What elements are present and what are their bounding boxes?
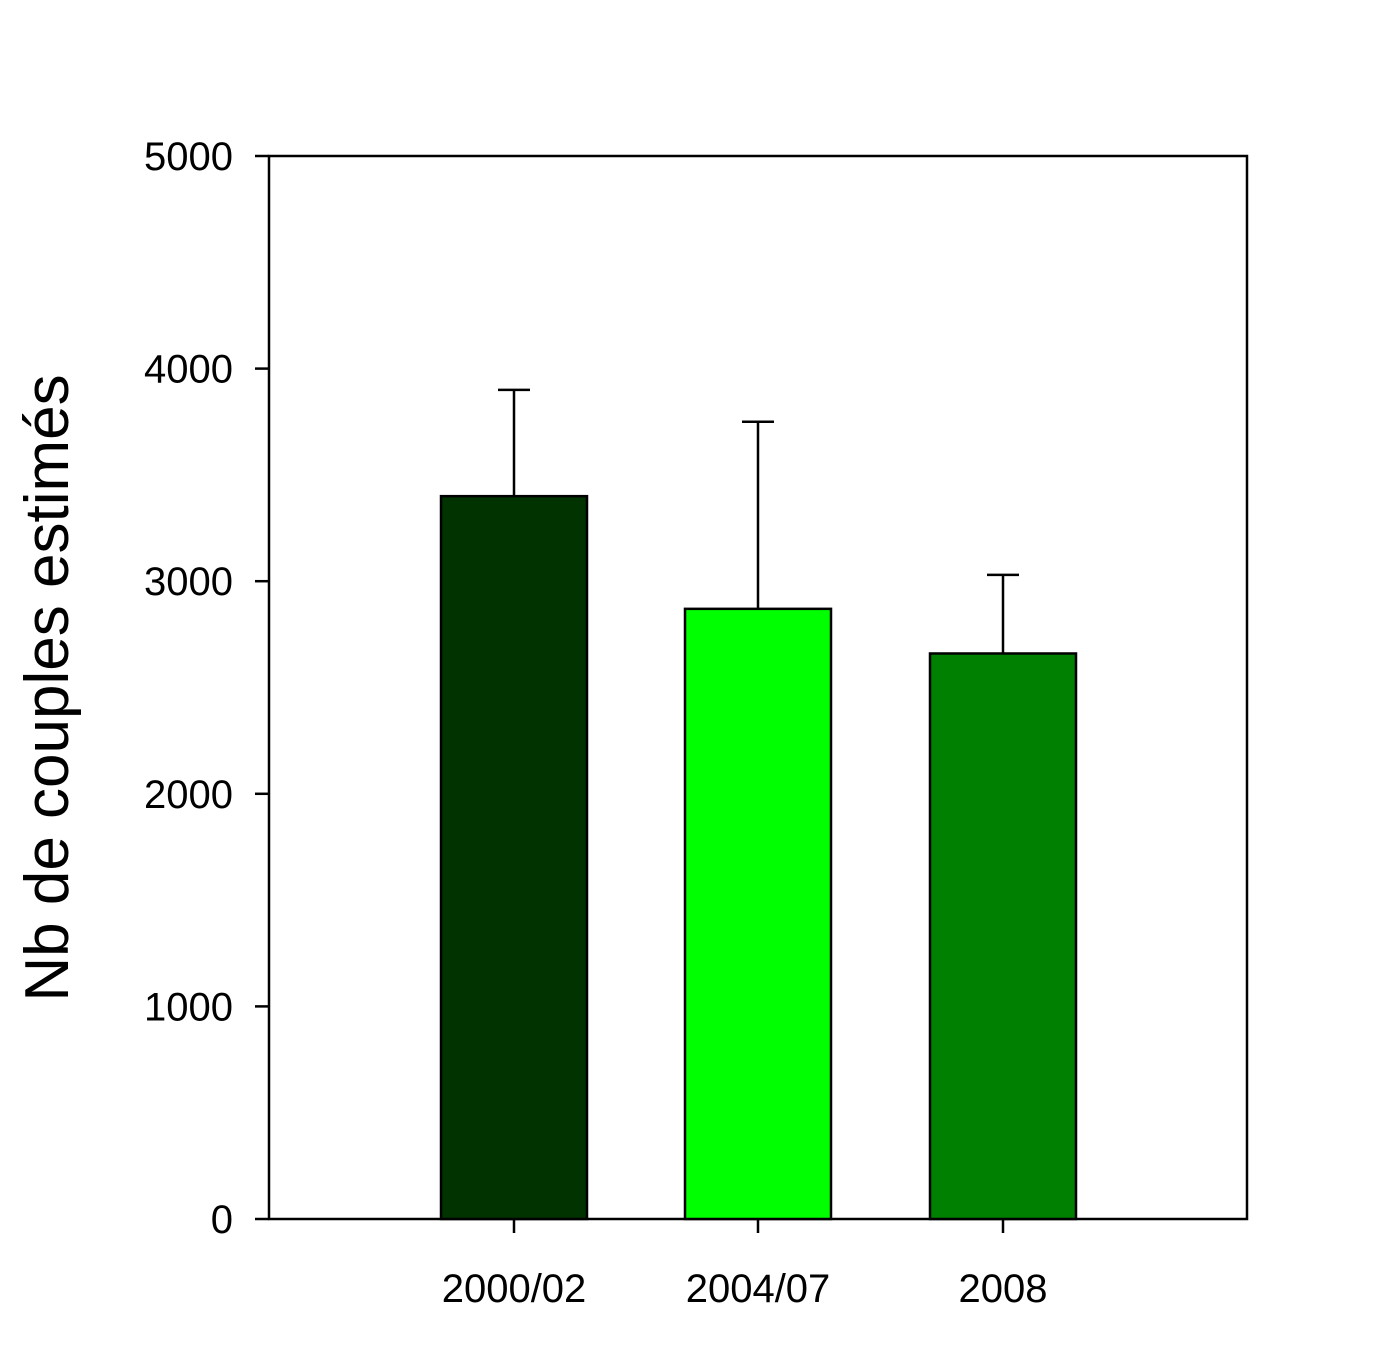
y-tick-label: 3000 bbox=[144, 560, 233, 604]
bar bbox=[683, 607, 833, 1221]
y-tick-label: 1000 bbox=[144, 985, 233, 1029]
y-axis: 0 1000 2000 3000 4000 5000 bbox=[144, 135, 269, 1242]
bar bbox=[439, 494, 589, 1221]
y-tick-label: 4000 bbox=[144, 348, 233, 392]
x-axis: 2000/02 2004/07 2008 bbox=[442, 1219, 1048, 1311]
x-tick-label: 2000/02 bbox=[442, 1267, 587, 1311]
bars-layer bbox=[439, 388, 1078, 1221]
y-tick-label: 0 bbox=[211, 1198, 233, 1242]
y-tick-label: 5000 bbox=[144, 135, 233, 179]
y-tick-label: 2000 bbox=[144, 773, 233, 817]
x-tick-label: 2008 bbox=[959, 1267, 1048, 1311]
y-axis-title: Nb de couples estimés bbox=[13, 374, 82, 1001]
x-tick-label: 2004/07 bbox=[686, 1267, 831, 1311]
bar bbox=[928, 652, 1078, 1221]
